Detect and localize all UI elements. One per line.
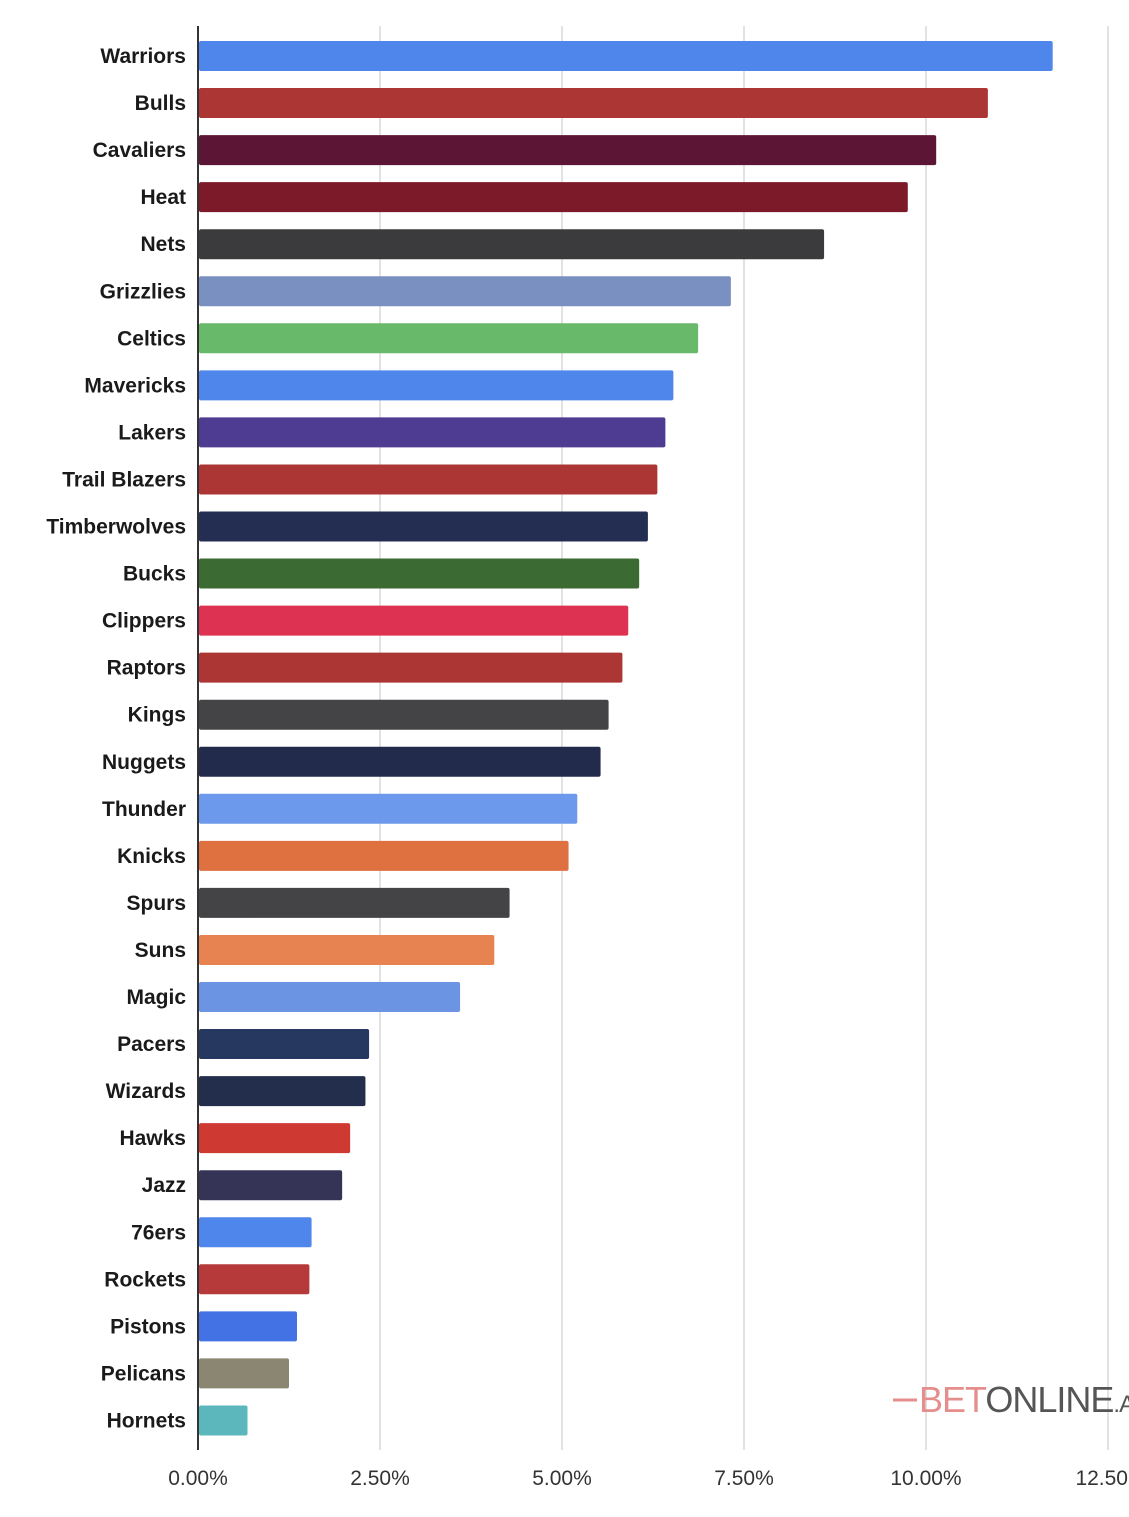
category-label: Hawks (119, 1127, 186, 1150)
bar (199, 511, 648, 542)
category-label: Bulls (135, 92, 186, 115)
x-tick-label: 7.50% (714, 1467, 774, 1490)
category-label: Timberwolves (46, 516, 186, 539)
bar (199, 88, 988, 119)
watermark-online: ONLINE (985, 1379, 1113, 1420)
bar (199, 1123, 351, 1154)
betonline-watermark: BETONLINE.A (893, 1379, 1129, 1420)
category-label: Mavericks (84, 374, 186, 397)
bar (199, 182, 908, 213)
watermark-bet: BET (919, 1379, 987, 1420)
category-label: Thunder (102, 798, 186, 821)
bar (199, 1264, 310, 1295)
bar (199, 982, 461, 1012)
category-label: Pacers (117, 1033, 186, 1056)
bar (199, 934, 495, 965)
category-label: Clippers (102, 610, 186, 633)
category-label: Nets (140, 233, 186, 256)
x-tick-label: 2.50% (350, 1467, 410, 1490)
category-label: Nuggets (102, 751, 186, 774)
category-label: Grizzlies (100, 280, 186, 303)
category-label: Magic (126, 986, 186, 1009)
category-label: 76ers (131, 1221, 186, 1244)
category-label: Rockets (104, 1268, 186, 1291)
category-label: Wizards (106, 1080, 186, 1103)
bar (199, 699, 609, 730)
bar (199, 1311, 298, 1342)
category-label: Kings (128, 704, 186, 727)
category-label: Heat (140, 186, 186, 209)
category-label: Spurs (126, 892, 186, 915)
category-label: Hornets (107, 1409, 186, 1432)
category-label: Pistons (110, 1315, 186, 1338)
category-label: Raptors (107, 657, 186, 680)
category-label: Lakers (118, 421, 186, 444)
category-label: Jazz (142, 1174, 186, 1197)
bar (199, 323, 699, 354)
category-label: Cavaliers (93, 139, 186, 162)
bar (199, 417, 666, 448)
bar (199, 370, 674, 401)
bar (199, 1170, 343, 1201)
category-label: Suns (135, 939, 186, 962)
bar (199, 229, 825, 260)
gridlines (379, 26, 1109, 1450)
bar (199, 652, 623, 683)
bar (199, 605, 629, 636)
category-label: Trail Blazers (62, 468, 186, 491)
bar (199, 41, 1053, 71)
category-label: Knicks (117, 845, 186, 868)
x-tick-label: 5.00% (532, 1467, 592, 1490)
bar (199, 1076, 366, 1107)
bar (199, 276, 731, 307)
bar (199, 1358, 289, 1389)
category-label: Pelicans (101, 1362, 186, 1385)
bars (199, 41, 1053, 1436)
bar (199, 887, 510, 918)
bar (199, 558, 640, 589)
bar (199, 746, 601, 777)
category-label: Warriors (100, 45, 186, 68)
x-tick-label: 12.50 (1075, 1467, 1128, 1490)
category-label: Bucks (123, 563, 186, 586)
bar (199, 135, 937, 166)
svg-text:BETONLINE.A: BETONLINE.A (919, 1379, 1129, 1420)
x-tick-label: 10.00% (890, 1467, 961, 1490)
bar (199, 793, 578, 824)
bar (199, 1405, 248, 1436)
category-labels: Warriors Bulls Cavaliers Heat Nets Grizzlies C… (46, 45, 186, 1432)
bar (199, 840, 569, 871)
x-tick-label: 0.00% (168, 1467, 228, 1490)
bar (199, 1029, 370, 1060)
watermark-suffix: .A (1113, 1391, 1129, 1418)
bar (199, 1217, 312, 1248)
bar (199, 464, 658, 495)
category-label: Celtics (117, 327, 186, 350)
x-tick-labels: 0.00% 2.50% 5.00% 7.50% 10.00% 12.50 (168, 1467, 1128, 1490)
